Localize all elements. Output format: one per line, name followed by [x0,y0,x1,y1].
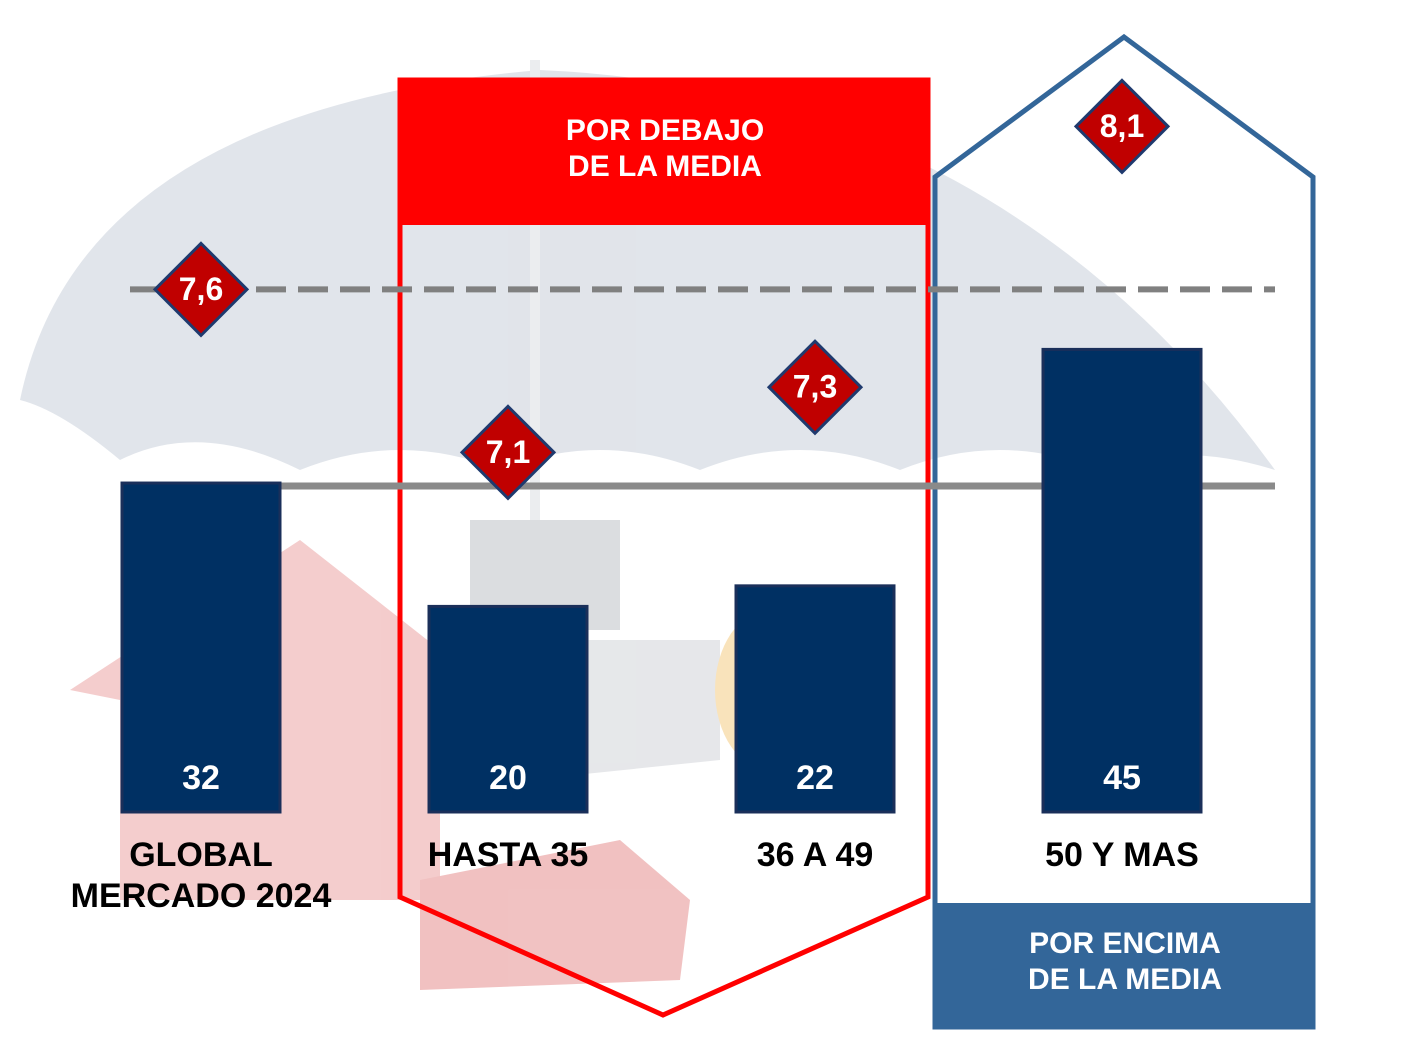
bar-value-label: 20 [489,759,527,797]
bar-value-label: 22 [796,759,834,797]
diamond-value-label: 8,1 [1100,108,1144,144]
bar-value-label: 32 [182,759,220,797]
category-label: 50 Y MAS [972,835,1272,876]
category-label: 36 A 49 [665,835,965,876]
category-label: GLOBAL MERCADO 2024 [51,835,351,917]
diamond-value-label: 7,1 [486,434,530,470]
diamond-value-label: 7,6 [179,271,223,307]
annotation: POR ENCIMA DE LA MEDIA [1020,926,1230,998]
diamond-value-label: 7,3 [793,369,837,405]
page: 32 20 22 45 7,6 7,1 7,3 8,1 POR DEBAJO DE LA ME… [0,0,1405,1045]
annotation: POR DEBAJO DE LA MEDIA [560,113,770,185]
category-label: HASTA 35 [358,835,658,876]
bar-value-label: 45 [1103,759,1141,797]
bar [1043,349,1201,812]
